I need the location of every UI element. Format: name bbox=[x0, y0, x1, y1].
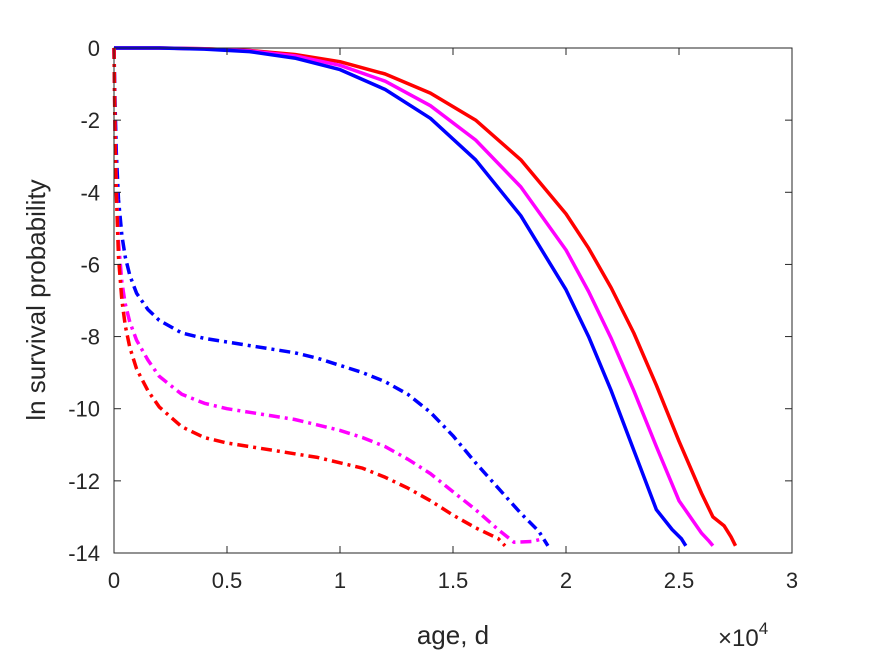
series-line-5 bbox=[112, 47, 544, 544]
x-axis-exponent-label: ×104 bbox=[718, 619, 768, 652]
series-line-4 bbox=[112, 47, 550, 547]
series-line-6 bbox=[112, 47, 507, 548]
y-tick-label: 0 bbox=[88, 36, 100, 61]
series-line-3 bbox=[114, 46, 688, 547]
x-axis-label: age, d bbox=[417, 620, 489, 650]
x-tick-label: 2.5 bbox=[664, 568, 695, 593]
y-tick-label: -14 bbox=[68, 541, 100, 566]
x-tick-label: 1.5 bbox=[438, 568, 469, 593]
y-tick-label: -8 bbox=[80, 325, 100, 350]
x-exponent-base: ×10 bbox=[718, 625, 759, 652]
y-tick-label: -2 bbox=[80, 108, 100, 133]
series-layer bbox=[112, 46, 738, 548]
x-tick-label: 1 bbox=[334, 568, 346, 593]
y-axis-ticks: 0 -2 -4 -6 -8 -10 -12 -14 bbox=[68, 36, 792, 566]
x-exponent-power: 4 bbox=[759, 619, 768, 638]
x-tick-label: 0.5 bbox=[212, 568, 243, 593]
y-tick-label: -6 bbox=[80, 252, 100, 277]
y-axis-label: ln survival probability bbox=[21, 179, 51, 420]
x-tick-label: 0 bbox=[108, 568, 120, 593]
plot-area bbox=[114, 48, 792, 553]
x-axis-ticks: 0 0.5 1 1.5 2 2.5 3 bbox=[108, 48, 798, 593]
y-tick-label: -10 bbox=[68, 397, 100, 422]
x-tick-label: 2 bbox=[560, 568, 572, 593]
y-tick-label: -12 bbox=[68, 469, 100, 494]
y-tick-label: -4 bbox=[80, 180, 100, 205]
x-tick-label: 3 bbox=[786, 568, 798, 593]
